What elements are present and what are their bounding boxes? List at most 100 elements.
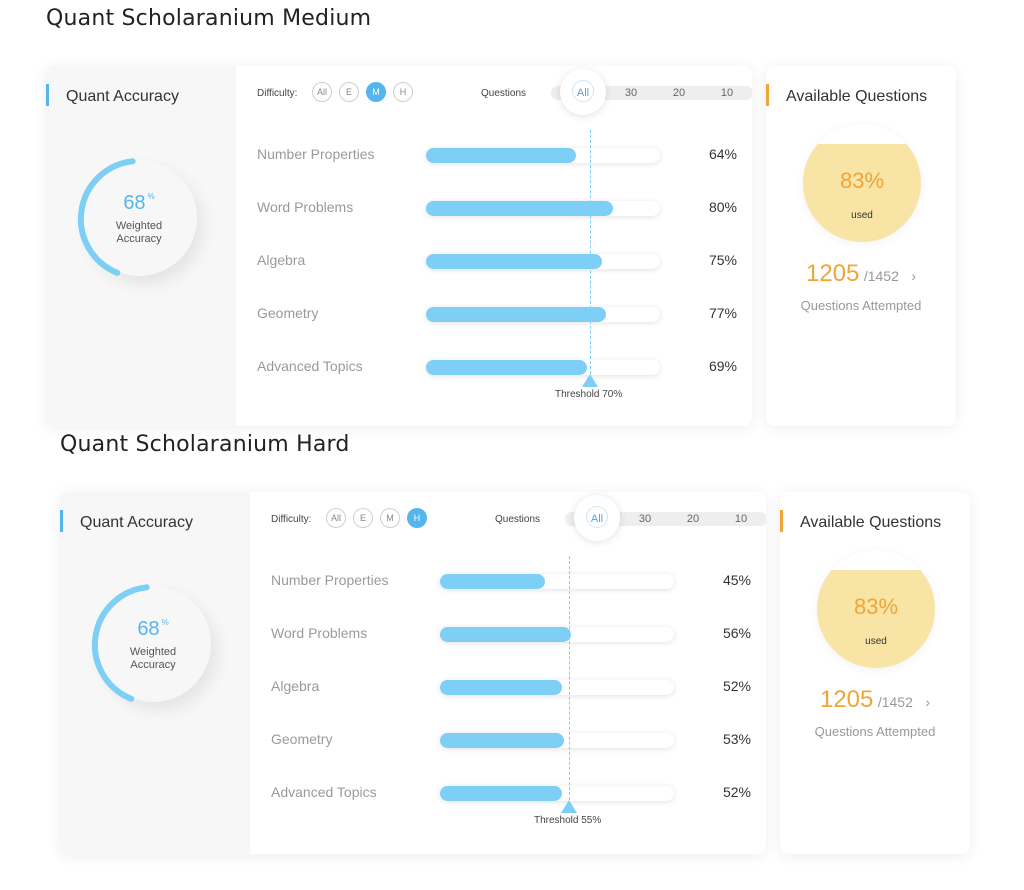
topic-row-geometry: Geometry 77% [257, 303, 737, 333]
topic-bar-track [426, 307, 660, 322]
attempted-count[interactable]: 1205 /1452 › [766, 260, 956, 288]
total-number: /1452 [863, 268, 899, 284]
topic-label: Algebra [257, 252, 306, 268]
threshold-label: Threshold 55% [534, 815, 602, 826]
gauge-number: 68 [123, 192, 146, 214]
available-questions-card: Available Questions 83% used 1205 /1452 … [780, 492, 970, 854]
accuracy-gauge: 68% Weighted Accuracy [88, 580, 218, 710]
difficulty-medium-button[interactable]: M [366, 82, 386, 102]
section-hard: Quant Scholaranium Hard Quant Accuracy 6… [0, 426, 1024, 871]
gauge-svg [77, 158, 136, 276]
questions-20-option[interactable]: 20 [672, 87, 686, 99]
total-number: /1452 [877, 694, 913, 710]
accent-bar [766, 84, 769, 106]
gauge-label-line2: Accuracy [130, 659, 176, 671]
topic-bar-fill [440, 574, 545, 589]
topic-value: 64% [708, 146, 737, 162]
chevron-right-icon[interactable]: › [911, 268, 916, 284]
topic-row-number-properties: Number Properties 45% [271, 570, 751, 600]
questions-10-option[interactable]: 10 [734, 513, 748, 525]
topic-value: 45% [722, 572, 751, 588]
difficulty-easy-button[interactable]: E [339, 82, 359, 102]
available-title: Available Questions [800, 514, 942, 531]
topic-value: 80% [708, 199, 737, 215]
section-title: Quant Scholaranium Medium [46, 6, 372, 31]
topic-bar-track [426, 148, 660, 163]
topic-value: 77% [708, 305, 737, 321]
questions-slider[interactable]: All 30 20 10 [551, 69, 752, 115]
topic-bar-track [440, 574, 674, 589]
threshold-marker [582, 374, 598, 387]
topic-label: Geometry [271, 731, 333, 747]
attempted-label: Questions Attempted [814, 724, 936, 739]
topic-rows: Number Properties 64% Word Problems 80% … [257, 130, 737, 424]
threshold-label: Threshold 70% [555, 389, 623, 400]
topic-row-algebra: Algebra 52% [271, 676, 751, 706]
gauge-svg [91, 584, 150, 702]
threshold-marker [561, 800, 577, 813]
section-title: Quant Scholaranium Hard [60, 432, 350, 457]
topic-bar-fill [426, 254, 602, 269]
topic-label: Algebra [271, 678, 320, 694]
topic-bar-fill [426, 148, 576, 163]
gauge-label-line2: Accuracy [116, 233, 162, 245]
attempted-count[interactable]: 1205 /1452 › [780, 686, 970, 714]
available-title: Available Questions [786, 88, 928, 105]
topic-row-number-properties: Number Properties 64% [257, 144, 737, 174]
topic-bar-fill [426, 201, 613, 216]
topic-value: 52% [722, 784, 751, 800]
questions-slider-handle-inner [572, 80, 594, 102]
questions-20-option[interactable]: 20 [686, 513, 700, 525]
difficulty-label: Difficulty: [257, 88, 298, 99]
used-circle: 83% used [817, 550, 935, 668]
accuracy-card: Quant Accuracy 68% Weighted Accuracy Diff… [60, 492, 766, 854]
topic-label: Number Properties [271, 572, 389, 588]
topic-bar-track [440, 733, 674, 748]
threshold-line [590, 130, 591, 374]
chevron-right-icon[interactable]: › [925, 694, 930, 710]
topic-bar-track [426, 254, 660, 269]
gauge-label-line1: Weighted [115, 220, 163, 232]
difficulty-all-button[interactable]: All [326, 508, 346, 528]
questions-slider-handle[interactable] [574, 495, 620, 541]
topic-label: Word Problems [271, 625, 368, 641]
topic-row-advanced-topics: Advanced Topics 52% [271, 782, 751, 812]
topic-bar-fill [426, 307, 606, 322]
threshold-line [569, 556, 570, 800]
topic-bar-fill [440, 786, 562, 801]
questions-label: Questions [495, 514, 541, 525]
topic-rows: Number Properties 45% Word Problems 56% … [271, 556, 751, 850]
questions-10-option[interactable]: 10 [720, 87, 734, 99]
difficulty-hard-button[interactable]: H [407, 508, 427, 528]
questions-all-option[interactable]: All [576, 87, 590, 99]
topic-value: 56% [722, 625, 751, 641]
topic-label: Geometry [257, 305, 319, 321]
unused-portion [817, 550, 935, 570]
topic-bar-fill [440, 733, 564, 748]
questions-30-option[interactable]: 30 [624, 87, 638, 99]
difficulty-hard-button[interactable]: H [393, 82, 413, 102]
topic-bar-track [426, 360, 660, 375]
difficulty-easy-button[interactable]: E [353, 508, 373, 528]
topic-row-geometry: Geometry 53% [271, 729, 751, 759]
topic-bar-track [440, 680, 674, 695]
topic-bar-fill [440, 627, 571, 642]
gauge-label: Weighted Accuracy [88, 646, 218, 672]
topic-row-word-problems: Word Problems 80% [257, 197, 737, 227]
topic-label: Advanced Topics [271, 784, 377, 800]
questions-slider[interactable]: All 30 20 10 [565, 495, 766, 541]
gauge-value: 68% [88, 618, 218, 641]
topic-value: 52% [722, 678, 751, 694]
difficulty-medium-button[interactable]: M [380, 508, 400, 528]
questions-all-option[interactable]: All [590, 513, 604, 525]
panel-title: Quant Accuracy [80, 514, 193, 531]
used-circle: 83% used [803, 124, 921, 242]
unused-portion [803, 124, 921, 144]
questions-30-option[interactable]: 30 [638, 513, 652, 525]
panel-title: Quant Accuracy [66, 88, 179, 105]
questions-slider-handle[interactable] [560, 69, 606, 115]
difficulty-label: Difficulty: [271, 514, 312, 525]
topic-row-advanced-topics: Advanced Topics 69% [257, 356, 737, 386]
difficulty-all-button[interactable]: All [312, 82, 332, 102]
gauge-label: Weighted Accuracy [74, 220, 204, 246]
